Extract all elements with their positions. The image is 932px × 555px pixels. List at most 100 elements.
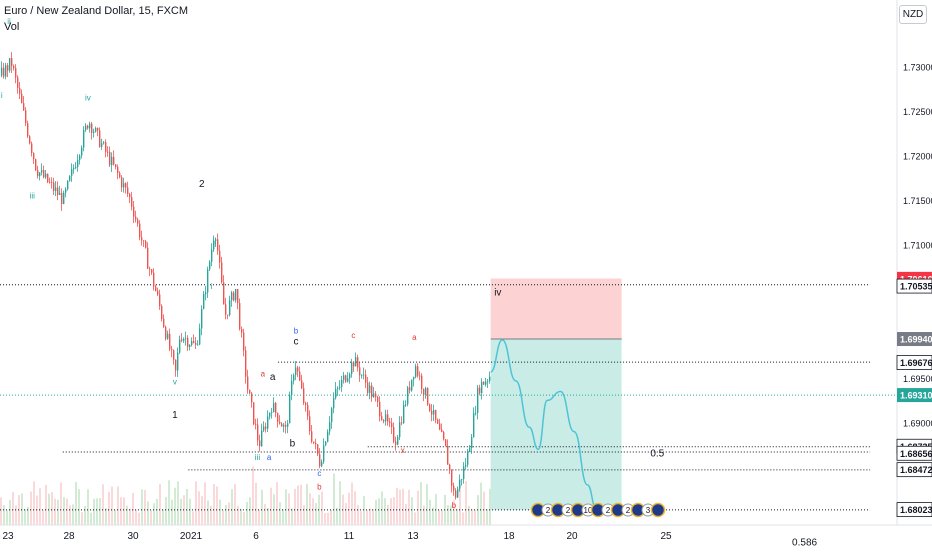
candle [367,382,369,393]
y-tick-label: 1.69500 [903,374,932,384]
x-tick-label: 18 [503,531,515,542]
candle [169,333,171,350]
candle [329,422,331,432]
candle [427,387,429,405]
candle [161,306,163,319]
candle [235,289,237,301]
candle [325,441,327,446]
candle [129,194,131,198]
wave-label: i [1,91,3,100]
volume-bar [189,498,191,525]
volume-bar [204,482,206,525]
wave-label: c [317,469,321,478]
volume-bar [465,481,467,525]
candle [219,250,221,263]
candle [25,110,27,124]
candle [91,123,93,133]
candle [387,414,389,422]
x-tick-label: 11 [344,531,355,542]
wave-label: x [401,446,405,455]
candle [71,169,73,177]
volume-bar [144,490,146,525]
stop-loss-zone[interactable] [490,278,622,340]
volume-bar [69,505,71,525]
wave-label: b [452,501,457,510]
candle [215,239,217,241]
candle [399,422,401,438]
candle [349,373,351,379]
price-tag-label: 1.69940 [900,335,932,345]
y-tick-label: 1.72500 [903,107,932,117]
symbol-title: Euro / New Zealand Dollar, 15, FXCM [4,5,189,17]
candle [119,173,121,178]
volume-bar [264,504,266,525]
volume-bar [123,497,125,525]
candle [205,292,207,295]
candle [55,187,57,191]
candle [177,352,179,371]
candle [95,127,97,132]
candle [477,387,479,413]
candle [297,367,299,372]
candle [47,173,49,183]
candle [237,289,239,304]
candle [413,376,415,380]
event-count-label: 3 [646,506,651,515]
candle [345,375,347,382]
event-flag-icon[interactable] [650,502,666,518]
x-tick-label: 6 [253,531,259,542]
volume-bar [24,509,26,525]
volume-bar [483,491,485,525]
volume-bar [324,512,326,525]
volume-bar [186,488,188,525]
projection-path[interactable] [490,339,597,511]
candle [211,249,213,262]
volume-bar [6,510,8,525]
candle [73,168,75,170]
volume-bar [480,482,482,525]
candle [213,240,215,250]
volume-bar [333,473,335,525]
candle [403,404,405,424]
volume-bar [315,503,317,525]
volume-bar [114,510,116,525]
volume-bar [129,508,131,525]
volume-bar [141,489,143,525]
candle [13,65,15,69]
candle [437,419,439,424]
volume-bar [420,482,422,525]
volume-bar [165,497,167,525]
candle [187,338,189,347]
candle [359,367,361,376]
candle [209,261,211,270]
volume-bar [435,494,437,525]
volume-bar [48,493,50,525]
currency-button[interactable]: NZD [899,5,927,24]
volume-bar [255,482,257,525]
candle [241,329,243,333]
candle [371,385,373,398]
candle [309,416,311,432]
candle [83,130,85,148]
candle [29,136,31,144]
candle [449,464,451,471]
x-tick-label: 2021 [180,531,203,542]
wave-label: b [294,327,299,336]
candle [121,177,123,188]
volume-bar [429,499,431,525]
take-profit-zone[interactable] [490,339,622,510]
y-tick-label: 1.71000 [903,241,932,251]
candle [175,359,177,371]
volume-bar [432,507,434,525]
volume-bar [192,511,194,525]
volume-bar [300,484,302,525]
volume-bar [57,499,59,525]
volume-bar [93,498,95,525]
volume-bar [339,481,341,525]
candle [183,338,185,341]
volume-bar [18,495,20,525]
candle [307,404,309,417]
candle [335,388,337,398]
